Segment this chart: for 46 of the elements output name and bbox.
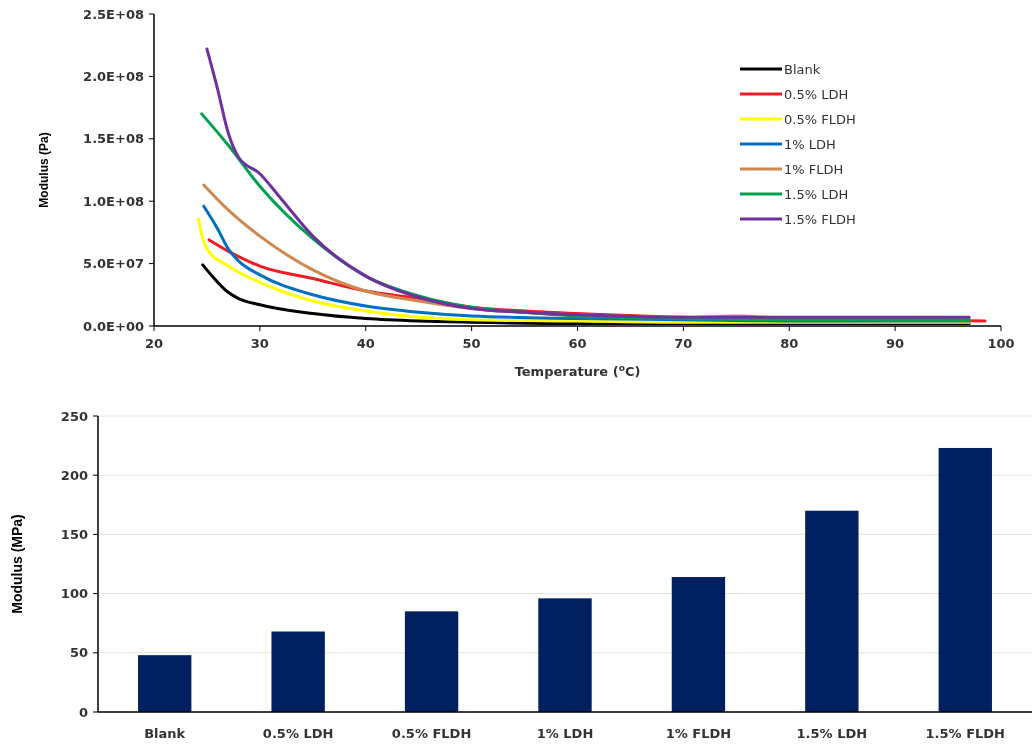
y-axis-title: Modulus (MPa) — [9, 514, 25, 614]
x-tick-label: 0.5% LDH — [262, 726, 334, 741]
x-tick-label: 20 — [144, 336, 164, 351]
y-tick-label: 0.0E+00 — [83, 318, 144, 334]
x-tick-label: 1.5% FLDH — [925, 726, 1005, 741]
x-tick-label: 40 — [356, 336, 375, 351]
legend-label: Blank — [784, 61, 821, 77]
y-tick-label: 5.0E+07 — [83, 256, 144, 272]
x-tick-label: 70 — [674, 336, 693, 351]
legend-label: 1% LDH — [784, 136, 836, 152]
y-tick-label: 0 — [78, 704, 88, 720]
y-tick-label: 100 — [60, 586, 88, 602]
y-tick-label: 50 — [69, 645, 88, 661]
bar — [538, 598, 592, 712]
bar — [271, 631, 325, 712]
y-tick-label: 1.5E+08 — [83, 131, 144, 147]
x-tick-label: 100 — [987, 336, 1015, 351]
x-tick-label: 90 — [886, 336, 905, 351]
legend-label: 0.5% LDH — [784, 86, 849, 102]
y-axis-title: Modulus (Pa) — [37, 132, 51, 208]
bar — [805, 510, 859, 712]
x-tick-label: 60 — [568, 336, 587, 351]
x-tick-label: 1% FLDH — [665, 726, 732, 741]
legend-label: 1.5% FLDH — [784, 211, 856, 227]
x-axis-title: Temperature ($^{o}$C) — [514, 363, 641, 379]
line-series — [205, 47, 971, 319]
y-tick-label: 150 — [60, 526, 88, 542]
x-tick-label: Blank — [144, 726, 186, 741]
legend-label: 1% FLDH — [784, 161, 844, 177]
legend-label: 0.5% FLDH — [784, 111, 856, 127]
x-tick-label: 1% LDH — [536, 726, 594, 741]
x-tick-label: 1.5% LDH — [796, 726, 868, 741]
legend-label: 1.5% LDH — [784, 186, 849, 202]
y-tick-label: 200 — [60, 467, 88, 483]
x-tick-label: 80 — [780, 336, 799, 351]
y-tick-label: 2.5E+08 — [83, 6, 144, 22]
y-tick-label: 1.0E+08 — [83, 193, 144, 209]
bar — [404, 611, 459, 712]
x-tick-label: 30 — [250, 336, 269, 351]
bar — [671, 577, 726, 712]
x-tick-label: 0.5% FLDH — [391, 726, 472, 741]
x-tick-label: 50 — [462, 336, 481, 351]
bar — [938, 447, 992, 712]
bar — [138, 655, 192, 712]
y-tick-label: 2.0E+08 — [83, 68, 144, 84]
y-tick-label: 250 — [60, 408, 88, 424]
